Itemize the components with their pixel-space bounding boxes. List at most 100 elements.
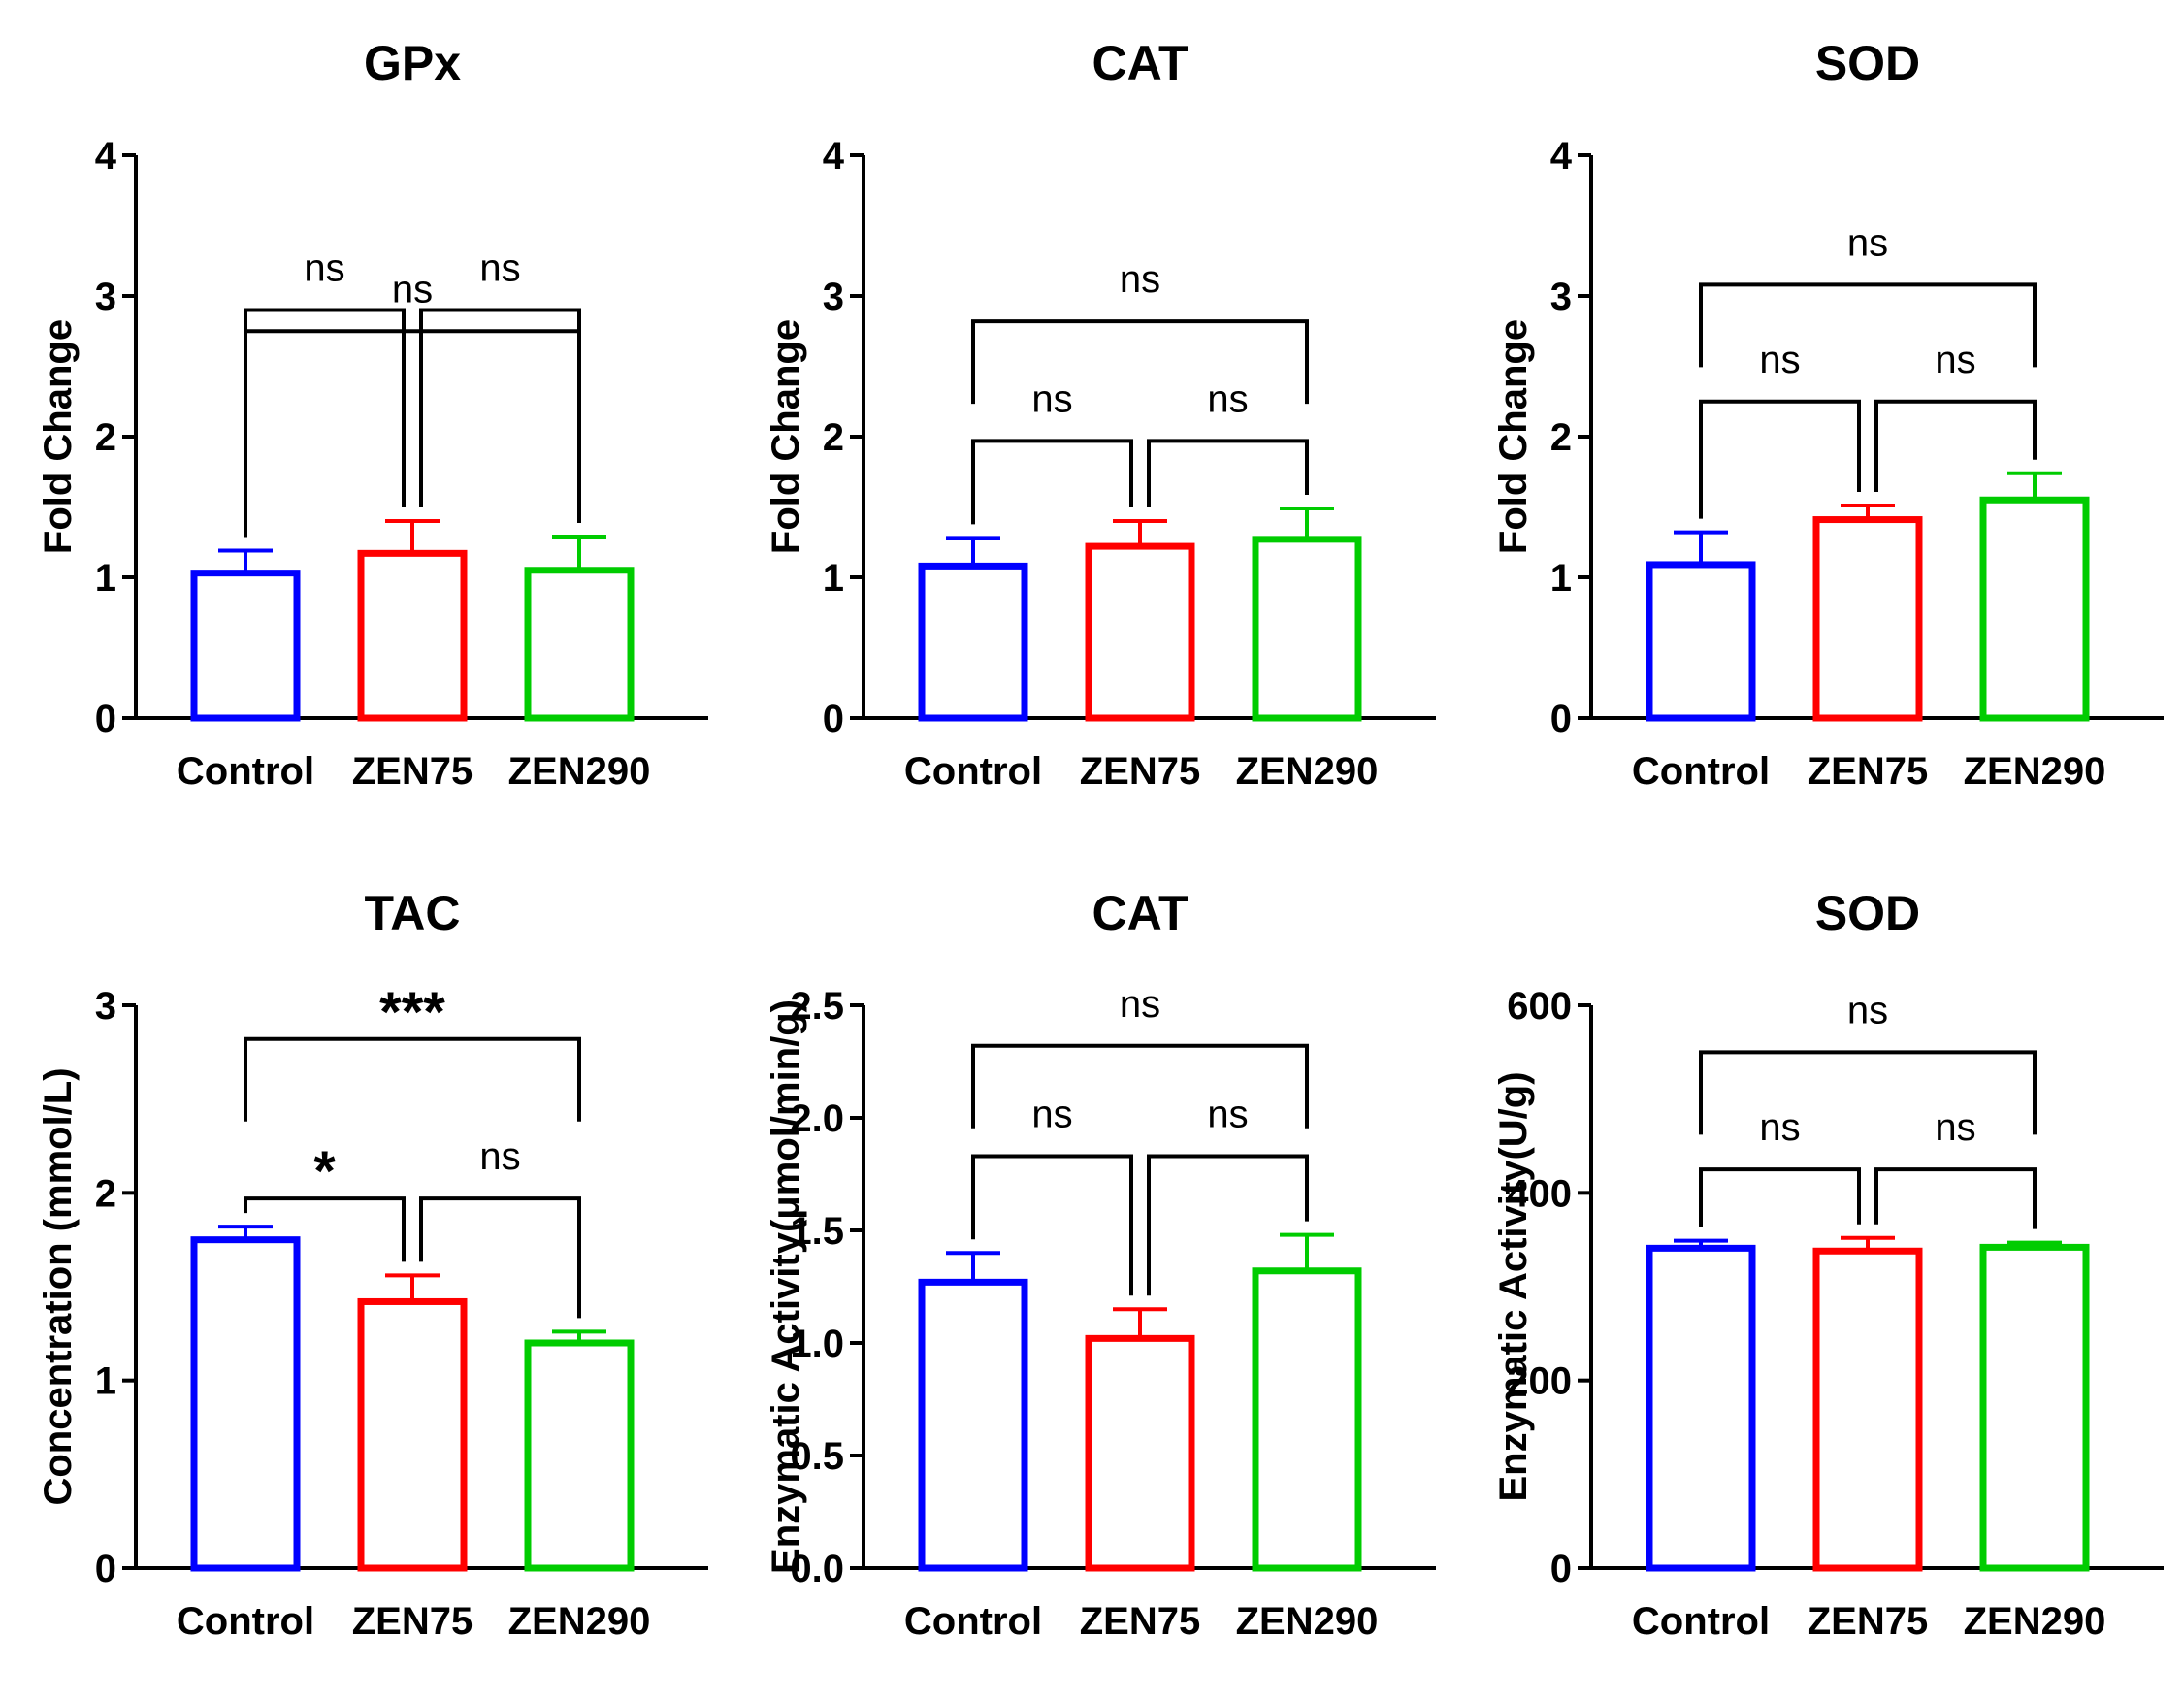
y-axis-label: Enzymatic Activity(U/g) bbox=[1492, 1071, 1535, 1501]
significance-label: ns bbox=[1207, 1093, 1248, 1135]
bar-zen290 bbox=[1979, 496, 2090, 722]
chart-title: CAT bbox=[1092, 36, 1188, 90]
y-tick-label: 3 bbox=[95, 276, 116, 318]
bar-control bbox=[918, 562, 1028, 722]
significance-label: ns bbox=[1759, 339, 1800, 381]
bar-zen75 bbox=[357, 549, 468, 722]
significance-label: ns bbox=[1120, 983, 1160, 1026]
error-bar-zen290 bbox=[2007, 471, 2062, 501]
error-bar-zen75 bbox=[385, 519, 440, 554]
bar-control bbox=[190, 1236, 301, 1572]
y-tick-label: 200 bbox=[1507, 1360, 1572, 1403]
y-tick-label: 3 bbox=[95, 985, 116, 1028]
significance-label: ns bbox=[392, 268, 433, 311]
error-bar-zen290 bbox=[2007, 1240, 2062, 1248]
category-label: ZEN290 bbox=[1236, 750, 1379, 793]
chart-title: TAC bbox=[364, 886, 460, 940]
y-tick-label: 400 bbox=[1507, 1172, 1572, 1215]
category-label: ZEN75 bbox=[1080, 750, 1201, 793]
category-label: ZEN290 bbox=[508, 750, 651, 793]
bar-zen290 bbox=[524, 567, 635, 722]
bar-control bbox=[190, 570, 301, 722]
error-bar-control bbox=[1674, 530, 1728, 565]
significance-label: ns bbox=[1935, 1106, 1975, 1149]
y-tick-label: 600 bbox=[1507, 985, 1572, 1028]
bar-zen75 bbox=[1812, 1247, 1923, 1572]
chart-svg: CAT Enzymatic Activity(μmol/min/g)0.0 0.5 1… bbox=[765, 886, 1436, 1643]
y-tick-label: 1.5 bbox=[790, 1210, 844, 1253]
y-tick-label: 1 bbox=[95, 557, 116, 600]
chart-title: SOD bbox=[1815, 886, 1920, 940]
y-axis-label: Fold Change bbox=[37, 319, 80, 554]
y-tick-label: 0.0 bbox=[790, 1548, 844, 1590]
y-tick-label: 3 bbox=[1550, 276, 1572, 318]
significance-bracket bbox=[1699, 1167, 1861, 1227]
bar-zen75 bbox=[357, 1297, 468, 1572]
chart-svg: SOD Enzymatic Activity(U/g) 0 200 400 600 Cont… bbox=[1492, 886, 2164, 1643]
significance-bracket bbox=[1699, 399, 1861, 519]
error-bar-zen75 bbox=[1113, 1307, 1167, 1339]
significance-bracket bbox=[244, 1036, 581, 1122]
chart-svg: GPx Fold Change 0 1 2 3 4 Control ZEN75 ZEN290 ns n… bbox=[37, 36, 708, 793]
y-axis-label: Concentration (mmol/L) bbox=[37, 1067, 80, 1505]
chart-svg: CAT Fold Change 0 1 2 3 4 Control ZEN75 ZEN290 ns n… bbox=[765, 36, 1436, 793]
y-tick-label: 2 bbox=[1550, 416, 1572, 459]
y-tick-label: 0 bbox=[95, 1548, 116, 1590]
significance-label: ns bbox=[1847, 989, 1888, 1031]
y-tick-label: 0 bbox=[823, 698, 844, 740]
significance-label: * bbox=[313, 1140, 336, 1203]
error-bar-zen75 bbox=[1841, 1235, 1895, 1252]
significance-label: *** bbox=[379, 981, 445, 1044]
error-bar-zen290 bbox=[552, 1329, 606, 1343]
significance-bracket bbox=[419, 308, 581, 523]
y-axis-label: Enzymatic Activity(μmol/min/g) bbox=[765, 999, 807, 1574]
significance-label: ns bbox=[1031, 1093, 1072, 1135]
bar-zen290 bbox=[524, 1339, 635, 1572]
significance-bracket bbox=[1147, 439, 1309, 507]
category-label: ZEN290 bbox=[508, 1600, 651, 1643]
bar-control bbox=[1646, 1244, 1756, 1572]
y-tick-label: 3 bbox=[823, 276, 844, 318]
y-tick-label: 1.0 bbox=[790, 1323, 844, 1365]
bar-zen290 bbox=[1979, 1243, 2090, 1572]
significance-label: ns bbox=[1935, 339, 1975, 381]
error-bar-zen75 bbox=[385, 1273, 440, 1302]
significance-label: ns bbox=[1847, 221, 1888, 264]
significance-bracket bbox=[971, 1043, 1309, 1129]
y-axis-label: Fold Change bbox=[1492, 319, 1535, 554]
error-bar-control bbox=[218, 1225, 273, 1240]
bar-zen290 bbox=[1252, 536, 1362, 722]
category-label: ZEN75 bbox=[1808, 1600, 1929, 1643]
chart-title: CAT bbox=[1092, 886, 1188, 940]
y-tick-label: 2.0 bbox=[790, 1097, 844, 1140]
panel-cat-activity: CAT Enzymatic Activity(μmol/min/g) 0.0 0.5 1… bbox=[728, 850, 1455, 1694]
chart-svg: TAC Concentration (mmol/L) 0 1 2 3 Control ZEN7… bbox=[37, 886, 708, 1643]
y-tick-label: 2 bbox=[823, 416, 844, 459]
significance-label: ns bbox=[479, 247, 520, 290]
significance-bracket bbox=[1874, 399, 2037, 493]
significance-label: ns bbox=[1207, 377, 1248, 420]
category-label: ZEN290 bbox=[1964, 750, 2106, 793]
category-label: Control bbox=[1632, 1600, 1770, 1643]
category-label: ZEN290 bbox=[1236, 1600, 1379, 1643]
significance-bracket bbox=[971, 319, 1309, 405]
y-tick-label: 2 bbox=[95, 1172, 116, 1215]
panel-tac-concentration: TAC Concentration (mmol/L) 0 1 2 3 Control ZEN7… bbox=[0, 850, 728, 1694]
panel-gpx-fold-change: GPx Fold Change 0 1 2 3 4 Control ZEN75 ZEN290 ns n… bbox=[0, 0, 728, 844]
y-tick-label: 0.5 bbox=[790, 1435, 844, 1478]
error-bar-zen290 bbox=[552, 534, 606, 571]
error-bar-control bbox=[946, 536, 1000, 567]
error-bar-control bbox=[218, 548, 273, 573]
significance-bracket bbox=[1699, 282, 2037, 368]
y-tick-label: 1 bbox=[1550, 557, 1572, 600]
bar-zen75 bbox=[1812, 516, 1923, 722]
chart-title: GPx bbox=[364, 36, 461, 90]
y-tick-label: 0 bbox=[1550, 698, 1572, 740]
category-label: Control bbox=[177, 1600, 314, 1643]
significance-bracket bbox=[244, 1196, 406, 1262]
error-bar-zen75 bbox=[1113, 519, 1167, 547]
significance-bracket bbox=[1874, 1167, 2037, 1229]
bar-zen75 bbox=[1085, 1334, 1195, 1572]
error-bar-control bbox=[1674, 1238, 1728, 1249]
panel-sod-activity: SOD Enzymatic Activity(U/g) 0 200 400 600 Cont… bbox=[1455, 850, 2183, 1694]
